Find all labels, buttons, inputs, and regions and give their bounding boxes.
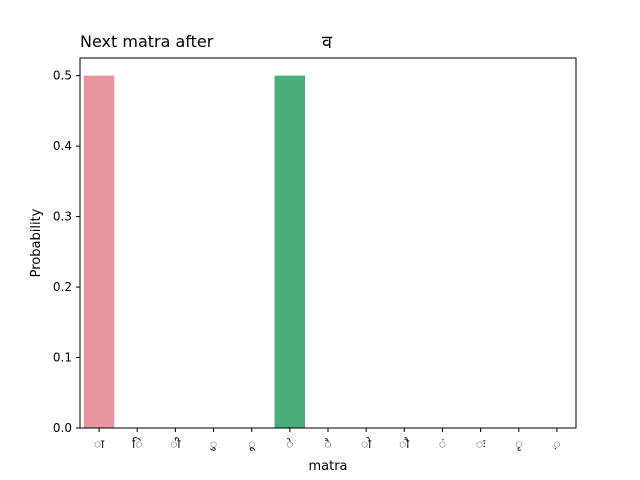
y-tick-label: 0.0	[53, 421, 72, 435]
plot-area-frame	[79, 57, 577, 429]
bar-0	[83, 75, 115, 428]
y-tick-label: 0.3	[53, 210, 72, 224]
x-tick-label: ृ	[515, 437, 522, 451]
x-axis-label: matra	[308, 459, 347, 474]
y-tick-label: 0.5	[53, 69, 72, 83]
x-tick-label: ः	[476, 437, 486, 451]
x-tick-label: े	[286, 437, 293, 451]
y-tick-label: 0.1	[53, 351, 72, 365]
y-tick-label: 0.2	[53, 280, 72, 294]
x-tick-label: ि	[132, 437, 142, 451]
bar-5	[274, 75, 306, 428]
x-tick-label: ़	[553, 437, 560, 451]
x-tick-label: ू	[248, 437, 256, 451]
x-tick-label: ं	[439, 437, 446, 451]
x-tick-label: ा	[94, 437, 105, 451]
x-tick-label: ु	[210, 437, 218, 451]
chart-title-letter: व	[322, 32, 333, 53]
x-tick-label: ी	[170, 437, 181, 451]
y-axis-label: Probability	[29, 208, 44, 277]
x-tick-label: ौ	[399, 437, 410, 451]
y-tick-label: 0.4	[53, 139, 72, 153]
chart-title: Next matra after	[80, 32, 214, 51]
x-tick-label: ै	[324, 437, 332, 451]
x-tick-label: ो	[361, 437, 372, 451]
